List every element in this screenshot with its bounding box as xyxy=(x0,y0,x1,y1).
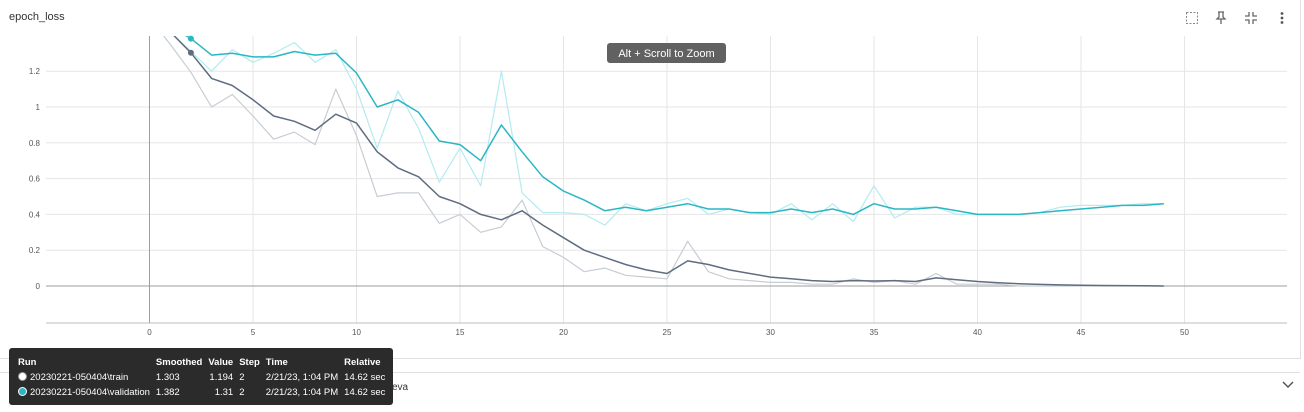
tooltip-header: Step xyxy=(239,357,260,368)
train-highlight-point xyxy=(187,49,194,56)
y-tick-label: 0.2 xyxy=(29,246,41,255)
validation-smoothed-line xyxy=(185,36,1164,216)
x-tick-label: 35 xyxy=(870,328,879,337)
y-tick-label: 0.8 xyxy=(29,139,41,148)
line-chart[interactable]: 0 5 10 15 20 25 30 35 40 45 50 0 0.2 0.4 0.6 0.8 1 1.2 Alt… xyxy=(0,0,1304,360)
tooltip-step: 2 xyxy=(239,372,245,383)
x-tick-label: 15 xyxy=(456,328,465,337)
zoom-hint-bg xyxy=(607,43,726,63)
x-tick-label: 25 xyxy=(663,328,672,337)
x-tick-label: 5 xyxy=(251,328,256,337)
tooltip-time: 2/21/23, 1:04 PM xyxy=(265,387,339,398)
tooltip-row-train: 20230221-050404\train 1.303 1.194 2 2/21… xyxy=(15,370,388,385)
fit-domain-icon[interactable] xyxy=(1241,8,1261,28)
tooltip-run-name: 20230221-050404\validation xyxy=(30,387,150,398)
pin-icon[interactable] xyxy=(1211,8,1231,28)
tooltip-header: Value xyxy=(208,357,234,368)
y-tick-label: 0 xyxy=(36,282,41,291)
tooltip-step: 2 xyxy=(239,387,245,398)
x-tick-label: 0 xyxy=(147,328,152,337)
zoom-hint-text: Alt + Scroll to Zoom xyxy=(618,48,714,60)
next-card-label: eva xyxy=(392,382,409,393)
train-color-dot xyxy=(18,372,27,381)
more-vert-icon[interactable] xyxy=(1272,8,1292,28)
x-tick-label: 30 xyxy=(766,328,775,337)
train-raw-line xyxy=(163,36,1164,287)
x-tick-label: 50 xyxy=(1180,328,1189,337)
y-tick-label: 0.6 xyxy=(29,175,41,184)
tooltip-value: 1.31 xyxy=(214,387,234,398)
y-tick-label: 1.2 xyxy=(29,67,41,76)
tooltip-smoothed: 1.382 xyxy=(155,387,180,398)
tooltip-header-row: Run Smoothed Value Step Time Relative xyxy=(15,355,388,370)
zoom-hint: Alt + Scroll to Zoom xyxy=(607,43,726,63)
chevron-down-icon[interactable] xyxy=(1282,378,1294,392)
tooltip-header: Smoothed xyxy=(155,357,203,368)
y-tick-label: 0.4 xyxy=(29,210,41,219)
train-smoothed-line xyxy=(173,36,1164,287)
tooltip-relative: 14.62 sec xyxy=(344,387,386,398)
x-tick-label: 20 xyxy=(559,328,568,337)
validation-highlight-point xyxy=(187,35,194,42)
tooltip-run-name: 20230221-050404\train xyxy=(30,372,129,383)
tooltip-header: Run xyxy=(18,357,37,368)
tooltip-smoothed: 1.303 xyxy=(155,372,180,383)
fullscreen-icon[interactable] xyxy=(1182,8,1202,28)
x-tick-label: 45 xyxy=(1077,328,1086,337)
tooltip-header: Time xyxy=(265,357,288,368)
tooltip: Run Smoothed Value Step Time Relative 20… xyxy=(9,348,393,405)
tooltip-run: 20230221-050404\train xyxy=(15,370,153,385)
tooltip-relative: 14.62 sec xyxy=(344,372,386,383)
tooltip-header: Relative xyxy=(344,357,381,368)
tooltip-row-validation: 20230221-050404\validation 1.382 1.31 2 … xyxy=(15,385,388,400)
tooltip-value: 1.194 xyxy=(209,372,234,383)
tooltip-table: Run Smoothed Value Step Time Relative 20… xyxy=(15,355,388,400)
chart-title: epoch_loss xyxy=(9,11,65,23)
x-tick-label: 10 xyxy=(352,328,361,337)
y-tick-label: 1 xyxy=(36,103,41,112)
tooltip-time: 2/21/23, 1:04 PM xyxy=(265,372,339,383)
validation-color-dot xyxy=(18,387,27,396)
x-tick-label: 40 xyxy=(973,328,982,337)
tooltip-run: 20230221-050404\validation xyxy=(15,385,153,400)
